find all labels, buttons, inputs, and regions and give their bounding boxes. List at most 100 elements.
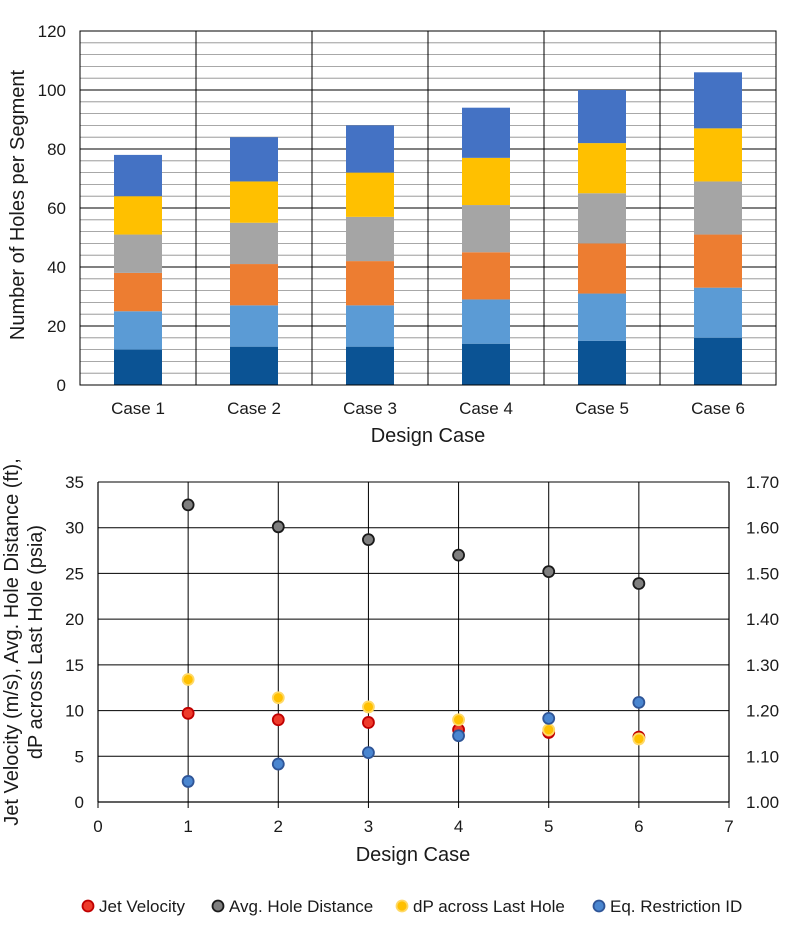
point-dp-last-hole-2 [271, 691, 285, 705]
bottom-gridlines [97, 481, 730, 803]
bar-segment-3-case-6 [694, 234, 742, 288]
bottom-right-y-tick-label: 1.00 [746, 793, 779, 812]
bottom-right-y-tick-labels: 1.00 1.10 1.20 1.30 1.40 1.50 1.60 1.70 [746, 473, 779, 812]
bottom-left-y-tick-label: 25 [65, 564, 84, 583]
top-y-tick-label: 100 [38, 81, 66, 100]
bar-segment-6-case-1 [114, 154, 162, 197]
bottom-x-tick-label: 6 [634, 817, 643, 836]
legend-label-jet-velocity: Jet Velocity [99, 897, 185, 916]
top-y-tick-label: 40 [47, 258, 66, 277]
top-x-tick-label: Case 1 [111, 399, 165, 418]
top-x-axis-title: Design Case [371, 425, 486, 447]
point-avg-hole-distance-5 [542, 565, 556, 578]
bar-segment-3-case-3 [346, 261, 394, 306]
bottom-x-axis-title: Design Case [356, 844, 471, 866]
legend: Jet Velocity Avg. Hole Distance dP acros… [81, 897, 742, 916]
top-x-tick-label: Case 4 [459, 399, 513, 418]
legend-label-eq-restriction-id: Eq. Restriction ID [610, 897, 742, 916]
legend-marker-eq-restriction-id [592, 899, 606, 913]
bar-segment-4-case-5 [578, 193, 626, 244]
bottom-x-tick-label: 7 [724, 817, 733, 836]
point-avg-hole-distance-6 [632, 577, 646, 590]
point-dp-last-hole-3 [362, 700, 375, 714]
legend-marker-jet-velocity [81, 899, 95, 913]
top-y-tick-label: 20 [47, 317, 66, 336]
bottom-plot-frame [97, 482, 730, 808]
top-bars [114, 72, 742, 385]
point-eq-restriction-id-5 [542, 711, 556, 725]
bar-segment-2-case-4 [462, 299, 510, 344]
top-x-tick-label: Case 5 [575, 399, 629, 418]
top-y-tick-label: 80 [47, 140, 66, 159]
point-jet-velocity-1 [181, 706, 195, 720]
top-gridlines [80, 30, 776, 386]
point-avg-hole-distance-3 [362, 533, 375, 546]
bottom-x-tick-labels: 0 1 2 3 4 5 6 7 [93, 817, 733, 836]
bar-segment-4-case-2 [230, 222, 278, 265]
bottom-left-y-tick-label: 5 [75, 747, 84, 766]
top-plot-border [79, 30, 777, 386]
stacked-bar-chart: 0 20 40 60 80 100 120 Case 1 Case 2 Case 3 Case 4… [7, 22, 777, 447]
bottom-points [181, 498, 646, 788]
bottom-y-axis-title-line-2: dP across Last Hole (psia) [25, 525, 47, 759]
bottom-left-y-tick-label: 15 [65, 656, 84, 675]
point-eq-restriction-id-6 [632, 695, 646, 709]
bar-segment-3-case-5 [578, 243, 626, 294]
point-dp-last-hole-6 [632, 732, 646, 746]
bar-segment-6-case-3 [346, 125, 394, 173]
bar-segment-2-case-2 [230, 305, 278, 347]
point-avg-hole-distance-2 [271, 520, 285, 534]
point-jet-velocity-2 [271, 713, 285, 727]
bar-segment-2-case-6 [694, 287, 742, 338]
point-dp-last-hole-5 [542, 723, 556, 737]
bottom-right-y-tick-label: 1.50 [746, 564, 779, 583]
bar-segment-2-case-5 [578, 293, 626, 341]
legend-marker-dp-last-hole [395, 899, 409, 913]
bottom-x-tick-label: 1 [183, 817, 192, 836]
bottom-right-y-tick-label: 1.10 [746, 747, 779, 766]
point-eq-restriction-id-3 [362, 746, 375, 760]
bar-segment-4-case-3 [346, 216, 394, 262]
bar-segment-3-case-1 [114, 272, 162, 312]
point-eq-restriction-id-2 [271, 757, 285, 771]
bottom-x-tick-label: 2 [274, 817, 283, 836]
top-plot-frame [79, 30, 777, 386]
top-y-tick-label: 60 [47, 199, 66, 218]
bottom-right-y-tick-label: 1.20 [746, 702, 779, 721]
bar-segment-5-case-1 [114, 196, 162, 235]
bottom-right-y-tick-label: 1.70 [746, 473, 779, 492]
bar-segment-5-case-5 [578, 143, 626, 194]
legend-label-dp-last-hole: dP across Last Hole [413, 897, 565, 916]
bar-segment-1-case-4 [462, 343, 510, 385]
bottom-left-y-tick-labels: 0 5 10 15 20 25 30 35 [65, 473, 84, 812]
point-eq-restriction-id-4 [452, 729, 465, 743]
bar-segment-5-case-3 [346, 172, 394, 217]
bar-segment-1-case-1 [114, 349, 162, 385]
bottom-right-y-tick-label: 1.30 [746, 656, 779, 675]
top-y-tick-label: 0 [57, 376, 66, 395]
legend-marker-avg-hole-distance [211, 899, 225, 913]
point-dp-last-hole-4 [452, 713, 465, 727]
bottom-x-tick-label: 3 [364, 817, 373, 836]
bar-segment-6-case-4 [462, 107, 510, 158]
bar-segment-4-case-6 [694, 181, 742, 235]
bar-segment-6-case-5 [578, 90, 626, 144]
bar-segment-3-case-4 [462, 252, 510, 300]
bottom-right-y-tick-label: 1.40 [746, 610, 779, 629]
bar-segment-4-case-4 [462, 205, 510, 253]
bottom-left-y-tick-label: 0 [75, 793, 84, 812]
bar-segment-3-case-2 [230, 264, 278, 306]
point-dp-last-hole-1 [181, 673, 195, 686]
bottom-x-tick-label: 0 [93, 817, 102, 836]
bottom-y-axis-title-line-1: Jet Velocity (m/s), Avg. Hole Distance (… [1, 458, 23, 826]
bottom-x-tick-label: 5 [544, 817, 553, 836]
top-x-tick-labels: Case 1 Case 2 Case 3 Case 4 Case 5 Case 6 [111, 399, 745, 418]
bar-segment-5-case-4 [462, 157, 510, 206]
bar-segment-5-case-2 [230, 181, 278, 223]
bottom-right-y-tick-label: 1.60 [746, 519, 779, 538]
bar-segment-1-case-2 [230, 346, 278, 385]
bottom-left-y-tick-label: 20 [65, 610, 84, 629]
bar-segment-2-case-3 [346, 305, 394, 347]
